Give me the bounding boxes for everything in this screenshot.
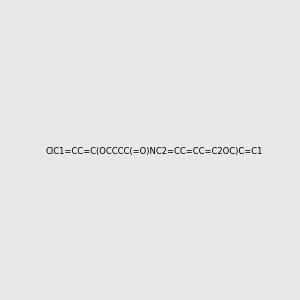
Text: ClC1=CC=C(OCCCC(=O)NC2=CC=CC=C2OC)C=C1: ClC1=CC=C(OCCCC(=O)NC2=CC=CC=C2OC)C=C1 [45,147,262,156]
